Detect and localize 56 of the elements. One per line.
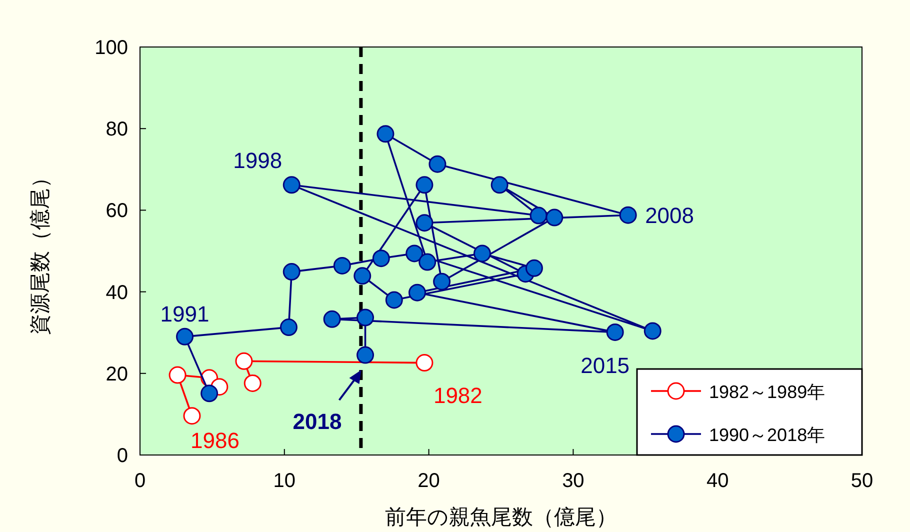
y-tick-label: 80 [106,118,128,141]
point [473,244,491,262]
point [323,310,341,328]
point [356,308,374,326]
point [525,259,543,277]
point [530,206,548,224]
legend-label: 1990～2018年 [709,425,826,445]
point [333,256,351,274]
point [235,352,253,370]
point [176,328,194,346]
y-tick-label: 40 [106,282,128,304]
annotation: 2018 [292,409,342,434]
point [416,214,434,232]
point [408,284,426,302]
x-tick-label: 0 [134,470,146,492]
point [490,176,508,194]
point [168,366,186,384]
x-tick-label: 30 [562,470,584,492]
point [282,263,300,281]
point [280,318,298,336]
x-tick-label: 40 [706,470,729,492]
point [183,407,201,425]
point [416,354,434,372]
point [619,206,637,224]
x-tick-label: 20 [418,470,440,492]
annotation: 1998 [233,148,282,173]
annotation: 1991 [160,302,210,327]
x-tick-label: 50 [850,470,874,492]
point [372,250,390,268]
x-axis-title: 前年の親魚尾数（億尾） [385,506,617,529]
point [433,272,451,290]
y-tick-label: 0 [116,445,128,467]
annotation: 2008 [645,203,694,228]
point [354,267,372,285]
point [282,176,300,194]
point [406,244,424,262]
point [356,346,374,364]
annotation: 1986 [190,428,240,453]
point [385,291,403,309]
point [416,176,434,194]
point [546,208,564,226]
annotation: 2015 [580,353,630,378]
y-tick-label: 60 [106,200,128,222]
legend-label: 1982～1989年 [709,382,826,402]
annotation: 1982 [433,382,482,408]
point [644,322,662,340]
point [428,155,446,173]
y-tick-label: 100 [94,37,128,59]
point [376,125,394,143]
y-tick-label: 20 [106,363,128,386]
x-tick-label: 10 [273,470,296,492]
point [200,384,218,402]
y-axis-title: 資源尾数（億尾） [29,167,52,335]
point [244,374,262,392]
point [418,253,436,271]
point [606,323,624,341]
